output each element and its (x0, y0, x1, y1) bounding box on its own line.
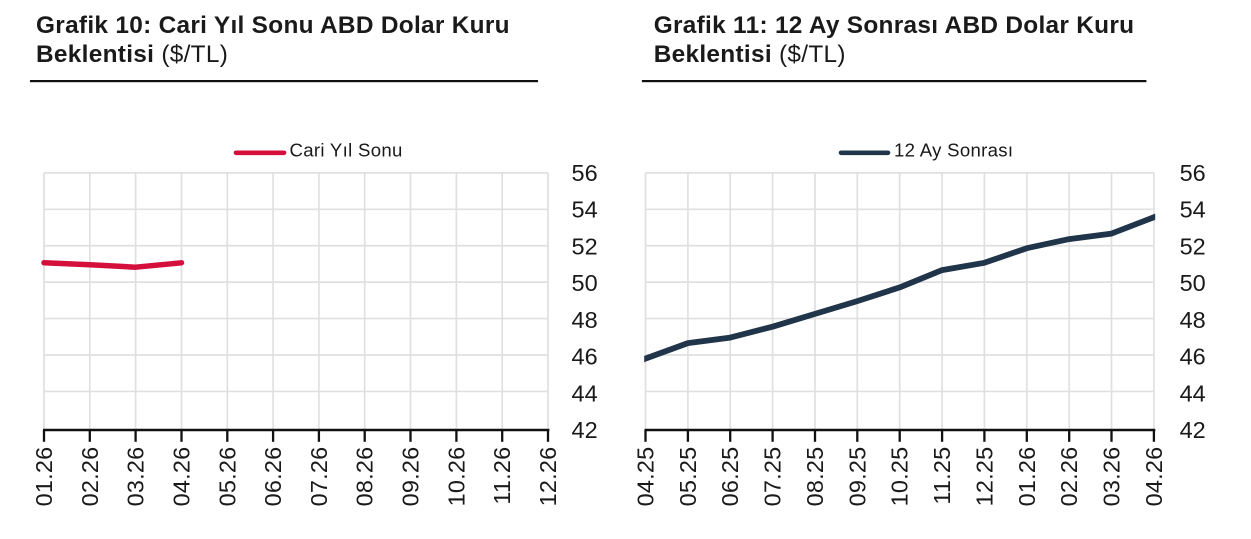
svg-text:42: 42 (1180, 417, 1206, 443)
svg-text:50: 50 (1180, 270, 1206, 296)
svg-text:Cari Yıl Sonu: Cari Yıl Sonu (290, 140, 403, 161)
svg-text:12.25: 12.25 (971, 447, 997, 507)
svg-text:46: 46 (572, 344, 598, 370)
svg-text:02.26: 02.26 (1056, 447, 1082, 507)
svg-text:08.26: 08.26 (352, 447, 378, 507)
svg-text:48: 48 (1180, 307, 1206, 333)
svg-text:10.25: 10.25 (887, 447, 913, 507)
svg-text:11.25: 11.25 (929, 447, 955, 505)
svg-text:52: 52 (572, 233, 598, 259)
svg-text:12 Ay Sonrası: 12 Ay Sonrası (894, 140, 1013, 161)
svg-text:01.26: 01.26 (31, 447, 57, 507)
svg-text:11.26: 11.26 (489, 447, 515, 505)
svg-text:09.26: 09.26 (398, 447, 424, 507)
svg-text:01.26: 01.26 (1014, 447, 1040, 507)
svg-text:05.26: 05.26 (214, 447, 240, 507)
svg-text:54: 54 (1180, 197, 1206, 223)
svg-text:44: 44 (572, 380, 598, 406)
svg-text:42: 42 (572, 417, 598, 443)
svg-text:04.26: 04.26 (1141, 447, 1167, 507)
svg-text:12.26: 12.26 (535, 447, 561, 507)
svg-text:09.25: 09.25 (844, 447, 870, 507)
svg-text:05.25: 05.25 (675, 447, 701, 507)
svg-text:50: 50 (572, 270, 598, 296)
svg-text:10.26: 10.26 (443, 447, 469, 507)
svg-text:07.26: 07.26 (306, 447, 332, 507)
svg-text:56: 56 (1180, 160, 1206, 186)
svg-text:03.26: 03.26 (1099, 447, 1125, 507)
svg-text:03.26: 03.26 (123, 447, 149, 507)
svg-text:48: 48 (572, 307, 598, 333)
svg-text:56: 56 (572, 160, 598, 186)
svg-text:04.26: 04.26 (169, 447, 195, 507)
svg-text:07.25: 07.25 (760, 447, 786, 507)
svg-text:04.25: 04.25 (633, 447, 659, 507)
svg-text:08.25: 08.25 (802, 447, 828, 507)
svg-text:46: 46 (1180, 344, 1206, 370)
svg-text:06.25: 06.25 (717, 447, 743, 507)
svg-text:52: 52 (1180, 233, 1206, 259)
svg-text:02.26: 02.26 (77, 447, 103, 507)
svg-text:06.26: 06.26 (260, 447, 286, 507)
svg-text:54: 54 (572, 197, 598, 223)
svg-text:44: 44 (1180, 380, 1206, 406)
